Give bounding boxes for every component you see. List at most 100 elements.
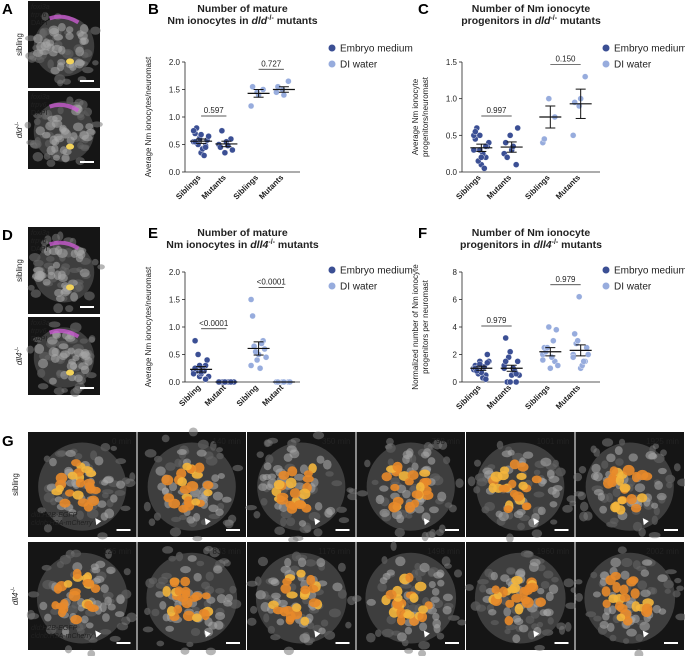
nucleus <box>91 577 101 584</box>
legend-label: Embryo medium <box>614 266 685 277</box>
nucleus <box>566 495 578 503</box>
labeled-cell <box>488 482 497 493</box>
micrograph <box>464 542 578 651</box>
micrograph <box>574 542 685 656</box>
nucleus <box>161 434 170 443</box>
x-tick-label: Mutant <box>260 383 285 408</box>
nucleus <box>79 351 88 359</box>
time-label: 350 min <box>322 437 350 446</box>
nucleus <box>640 589 651 598</box>
panel-letter: G <box>2 433 14 450</box>
labeled-cell <box>498 484 510 493</box>
text-part: -/- <box>11 587 17 593</box>
labeled-cell <box>287 466 298 477</box>
panel-letter: C <box>418 1 429 18</box>
y-axis-label: Normalized number of Nm ionocyte <box>411 264 420 390</box>
labeled-cell <box>173 604 183 614</box>
legend-label: DI water <box>340 60 378 71</box>
data-point <box>506 132 514 139</box>
nucleus <box>79 268 90 278</box>
micrograph <box>24 91 103 169</box>
nucleus <box>219 558 230 564</box>
nucleus <box>258 483 268 492</box>
nucleus <box>223 600 233 607</box>
arrowhead <box>533 630 540 638</box>
labeled-cell <box>514 603 524 615</box>
legend-label: Embryo medium <box>614 44 685 55</box>
text-part: -/- <box>552 239 559 246</box>
labeled-cell <box>72 490 84 500</box>
nucleus <box>79 24 89 34</box>
nucleus <box>280 565 292 574</box>
x-tick-label: Mutants <box>485 383 513 411</box>
nucleus <box>379 485 389 492</box>
nucleus <box>104 508 115 519</box>
labeled-cell <box>201 609 210 621</box>
x-tick-label: Mutants <box>485 173 513 201</box>
row-label: sibling <box>15 259 24 282</box>
labeled-cell <box>292 603 302 612</box>
nucleus <box>250 605 258 614</box>
nucleus <box>658 608 667 615</box>
nucleus <box>498 511 509 522</box>
nucleus <box>102 613 110 622</box>
row-label: dld-/- <box>15 122 24 138</box>
nucleus <box>348 488 358 494</box>
nucleus <box>48 321 61 328</box>
channel-label: foxi3a <box>31 4 50 11</box>
nucleus <box>347 492 359 501</box>
time-label: 1960 min <box>537 547 570 556</box>
nucleus <box>397 632 407 642</box>
nucleus <box>24 121 32 129</box>
nucleus <box>677 478 685 487</box>
nucleus <box>144 449 157 458</box>
magenta-signal <box>48 328 80 339</box>
nucleus <box>169 482 178 492</box>
nucleus <box>156 640 165 647</box>
nucleus <box>271 592 281 600</box>
y-tick-label: 0.0 <box>169 168 181 177</box>
channel-label: trpv6 <box>31 12 47 19</box>
nucleus <box>590 445 597 453</box>
labeled-cell <box>619 483 631 493</box>
y-tick-label: 0 <box>453 378 458 387</box>
labeled-cell <box>53 583 63 594</box>
channel-label: DAPI <box>31 20 47 27</box>
magenta-signal <box>48 102 80 113</box>
data-point <box>512 378 520 386</box>
labeled-cell <box>285 615 295 625</box>
labeled-cell <box>409 593 419 603</box>
y-tick-label: 0.0 <box>169 378 181 387</box>
y-tick-label: 8 <box>453 268 458 277</box>
data-point <box>484 359 491 366</box>
channel-label: DAPI <box>31 246 47 253</box>
labeled-cell <box>86 470 97 478</box>
nucleus <box>620 570 630 580</box>
nucleus <box>103 475 114 484</box>
legend-marker <box>602 282 610 290</box>
nucleus <box>51 144 59 153</box>
nucleus <box>225 593 233 602</box>
nucleus <box>297 557 307 568</box>
nucleus <box>404 626 413 635</box>
panel-letter: E <box>148 225 158 242</box>
text-part: mutants <box>557 15 601 27</box>
channel-label: foxi3a <box>31 320 50 327</box>
nucleus <box>53 33 64 41</box>
nucleus <box>658 467 667 475</box>
labeled-cell <box>71 459 81 467</box>
x-tick-label: Sibling <box>235 383 260 408</box>
micrograph <box>26 542 137 656</box>
time-label: 0 min <box>112 437 132 446</box>
nucleus <box>209 547 220 558</box>
nucleus <box>513 617 524 625</box>
nucleus <box>52 154 61 161</box>
text-part: mutants <box>274 15 318 27</box>
nucleus <box>322 459 332 470</box>
text-part: Nm ionocytes in <box>167 15 251 27</box>
nucleus <box>531 513 540 522</box>
arrowhead <box>204 518 211 526</box>
text-part: -/- <box>15 122 21 128</box>
nucleus <box>120 505 131 512</box>
labeled-cell <box>285 477 297 489</box>
